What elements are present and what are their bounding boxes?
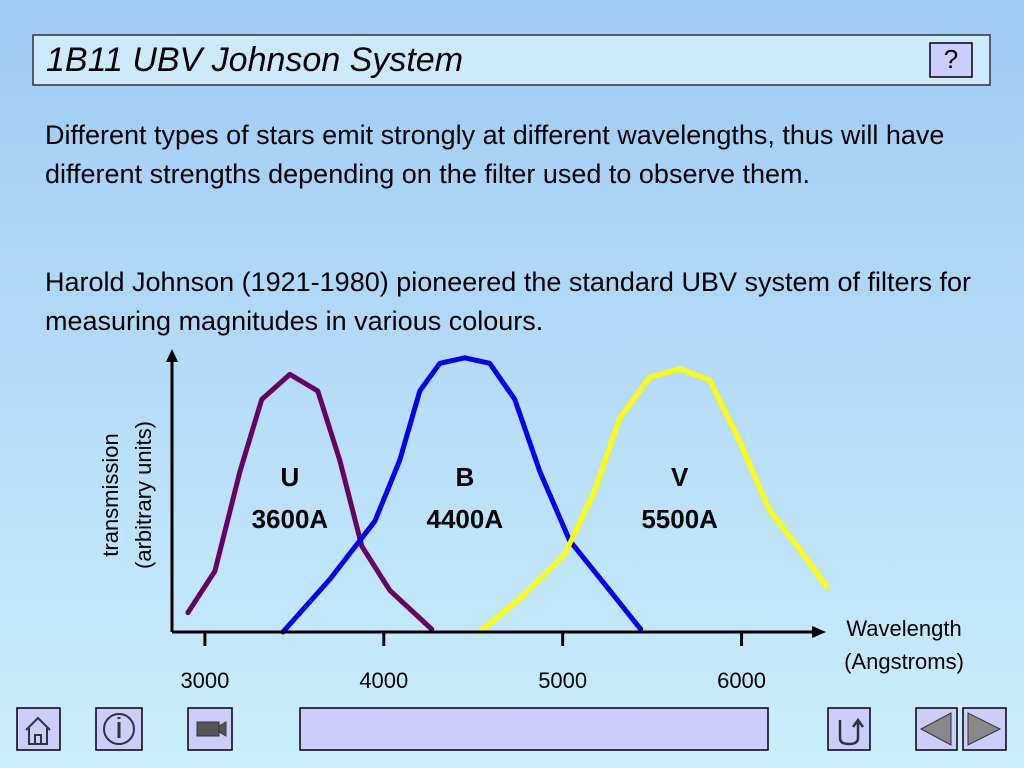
chart: U 3600A B 4400A V 5500A 3000 4000 5000 6000 Wavele…: [98, 349, 964, 693]
filter-wavelength: 4400A: [427, 504, 504, 534]
forward-button[interactable]: [962, 707, 1007, 751]
paragraph: Harold Johnson (1921-1980) pioneered the…: [45, 267, 972, 336]
info-button[interactable]: [95, 707, 143, 751]
x-axis-label: Wavelength: [846, 616, 961, 641]
x-tick-label: 4000: [359, 668, 408, 693]
filter-name: U: [280, 462, 299, 492]
paragraph: Different types of stars emit strongly a…: [45, 120, 945, 189]
x-axis-arrow: [812, 626, 826, 638]
filter-wavelength: 5500A: [641, 504, 718, 534]
y-axis-label: (arbitrary units): [131, 421, 156, 569]
transmission-curve: [280, 355, 644, 635]
movie-button[interactable]: [187, 707, 233, 751]
filter-name: V: [671, 462, 689, 492]
title: 1B11 UBV Johnson System: [46, 41, 463, 79]
help-button[interactable]: ?: [929, 42, 973, 78]
status-box: [299, 707, 769, 751]
x-tick-label: 6000: [717, 668, 766, 693]
filter-wavelength: 3600A: [252, 504, 329, 534]
y-axis-label: transmission: [98, 433, 123, 556]
transmission-curve: [185, 371, 435, 632]
help-icon[interactable]: ?: [944, 44, 958, 74]
filter-name: B: [455, 462, 474, 492]
back-button[interactable]: [915, 707, 958, 751]
return-button[interactable]: [827, 707, 871, 751]
x-tick-label: 5000: [538, 668, 587, 693]
home-button[interactable]: [16, 707, 61, 751]
transmission-curve: [477, 366, 830, 635]
y-axis-arrow: [166, 349, 178, 362]
title-box: [32, 34, 991, 86]
x-axis-label: (Angstroms): [844, 649, 964, 674]
x-tick-label: 3000: [180, 668, 229, 693]
